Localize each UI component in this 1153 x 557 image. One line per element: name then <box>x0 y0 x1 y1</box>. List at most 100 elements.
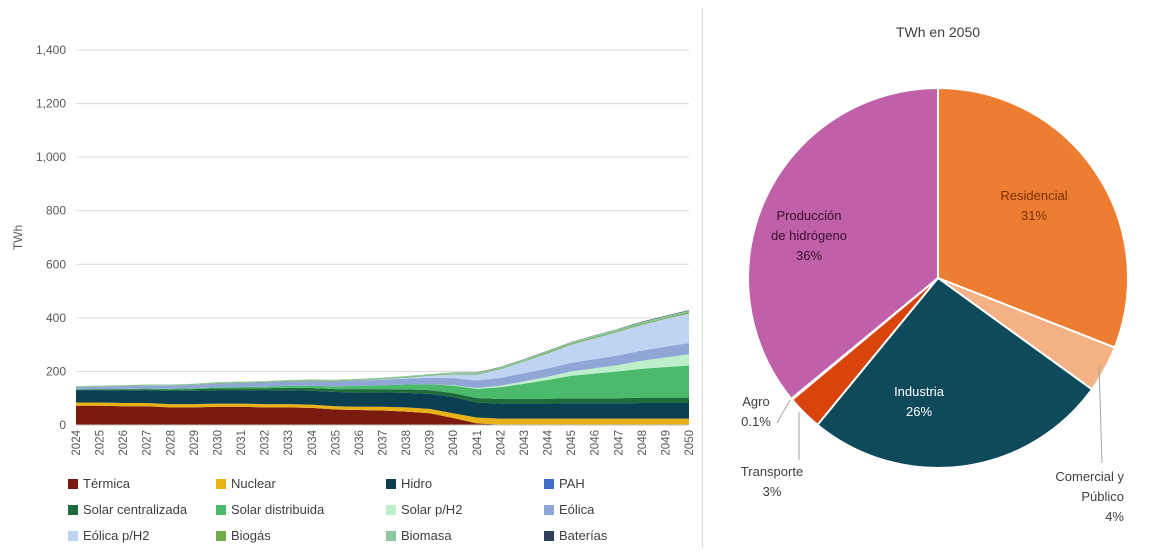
x-tick-label: 2049 <box>660 430 672 456</box>
legend-item: Biogás <box>216 528 271 543</box>
x-tick-label: 2045 <box>566 430 578 456</box>
legend-swatch <box>386 478 396 489</box>
pie-slice <box>747 86 939 401</box>
y-tick-label: 600 <box>46 257 66 271</box>
pie-slice-percent: 31% <box>1021 208 1047 223</box>
y-axis-title: TWh <box>11 225 25 250</box>
area-series-e-lica-p-h2 <box>76 313 689 388</box>
area-series-solar-p-h2 <box>76 354 689 390</box>
x-tick-label: 2047 <box>613 430 625 456</box>
x-tick-label: 2030 <box>212 430 224 456</box>
x-tick-label: 2041 <box>472 430 484 456</box>
area-series-hidro <box>76 390 689 419</box>
pie-slice-label: Transporte <box>741 464 803 479</box>
area-series-nuclear <box>76 402 689 425</box>
legend-label: Biomasa <box>401 528 452 543</box>
legend-item: Solar p/H2 <box>386 502 462 517</box>
pie-slice-label: Agro <box>742 394 769 409</box>
legend-item: Nuclear <box>216 476 276 491</box>
pie-slice-percent: 4% <box>1105 509 1124 524</box>
pie-slice-percent: 3% <box>763 484 782 499</box>
legend-label: Térmica <box>83 476 130 491</box>
legend-label: PAH <box>559 476 585 491</box>
pie-slice-label: Industria <box>894 384 945 399</box>
legend-swatch <box>216 478 226 489</box>
pie-slice-label: Público <box>1081 489 1124 504</box>
y-tick-label: 1,200 <box>36 97 66 111</box>
legend-swatch <box>216 504 226 515</box>
legend-item: Hidro <box>386 476 432 491</box>
x-tick-label: 2050 <box>684 430 696 456</box>
legend-label: Solar distribuida <box>231 502 325 517</box>
legend-item: Eólica p/H2 <box>68 528 149 543</box>
legend-swatch <box>216 530 226 541</box>
legend-label: Biogás <box>231 528 271 543</box>
legend-swatch <box>68 478 78 489</box>
x-tick-label: 2031 <box>236 430 248 456</box>
legend-item: Biomasa <box>386 528 452 543</box>
pie-chart-panel: TWh en 2050 Residencial 31% Comercial y Públ… <box>704 0 1153 552</box>
pie-slice <box>937 86 1129 349</box>
legend-item: Térmica <box>68 476 130 491</box>
y-tick-label: 800 <box>46 204 66 218</box>
legend-label: Nuclear <box>231 476 276 491</box>
area-series-solar-distribuida <box>76 365 689 400</box>
legend-label: Baterías <box>559 528 608 543</box>
pie-slice-label: de hidrógeno <box>771 228 847 243</box>
y-tick-label: 400 <box>46 311 66 325</box>
x-tick-label: 2040 <box>448 430 460 456</box>
pie-slice-percent: 36% <box>796 248 822 263</box>
area-series-solar-centralizada <box>76 387 689 404</box>
x-tick-label: 2042 <box>495 430 507 456</box>
x-tick-label: 2026 <box>118 430 130 456</box>
legend-label: Solar centralizada <box>83 502 188 517</box>
x-tick-label: 2046 <box>590 430 602 456</box>
x-tick-label: 2029 <box>189 430 201 456</box>
legend-swatch <box>386 504 396 515</box>
x-tick-label: 2048 <box>637 430 649 456</box>
legend-label: Solar p/H2 <box>401 502 463 517</box>
y-tick-label: 200 <box>46 364 66 378</box>
x-tick-label: 2028 <box>165 430 177 456</box>
x-tick-label: 2027 <box>142 430 154 456</box>
legend-swatch <box>68 504 78 515</box>
pie-leader-line <box>776 399 791 424</box>
x-tick-label: 2035 <box>330 430 342 456</box>
x-tick-label: 2039 <box>425 430 437 456</box>
x-tick-label: 2038 <box>401 430 413 456</box>
x-tick-label: 2033 <box>283 430 295 456</box>
pie-slice-label: Residencial <box>1000 188 1067 203</box>
x-tick-label: 2043 <box>519 430 531 456</box>
legend-label: Eólica p/H2 <box>83 528 150 543</box>
legend-item: Eólica <box>544 502 594 517</box>
y-tick-label: 1,400 <box>36 43 66 57</box>
x-tick-label: 2036 <box>354 430 366 456</box>
pie-slice-label: Comercial y <box>1055 469 1124 484</box>
panel-divider <box>702 8 703 548</box>
pie-slice-percent: 26% <box>906 404 932 419</box>
x-tick-label: 2024 <box>71 429 83 455</box>
y-tick-label: 1,000 <box>36 150 66 164</box>
area-chart-panel: 0 200 400 600 800 1,000 1,200 1,400 TWh 2024 2025 2… <box>11 43 696 543</box>
x-tick-label: 2032 <box>260 430 272 456</box>
pie-chart: TWh en 2050 Residencial 31% Comercial y Públ… <box>741 24 1129 524</box>
legend-item: Solar centralizada <box>68 502 187 517</box>
legend-item: Solar distribuida <box>216 502 324 517</box>
x-tick-label: 2044 <box>543 429 555 455</box>
x-tick-label: 2025 <box>95 430 107 456</box>
area-series-e-lica <box>76 343 689 390</box>
legend-swatch <box>68 530 78 541</box>
legend-swatch <box>386 530 396 541</box>
area-series-t-rmica <box>76 405 689 425</box>
legend-swatch <box>544 530 554 541</box>
x-tick-label: 2034 <box>307 429 319 455</box>
legend-swatch <box>544 504 554 515</box>
legend-label: Hidro <box>401 476 433 491</box>
legend-label: Eólica <box>559 502 595 517</box>
pie-leader-line <box>1098 365 1103 464</box>
x-tick-label: 2037 <box>378 430 390 456</box>
legend-swatch <box>544 478 554 489</box>
legend-item: Baterías <box>544 528 607 543</box>
stacked-area-chart: 0 200 400 600 800 1,000 1,200 1,400 TWh 2024 2025 2… <box>11 43 696 456</box>
pie-slice <box>816 276 1094 469</box>
